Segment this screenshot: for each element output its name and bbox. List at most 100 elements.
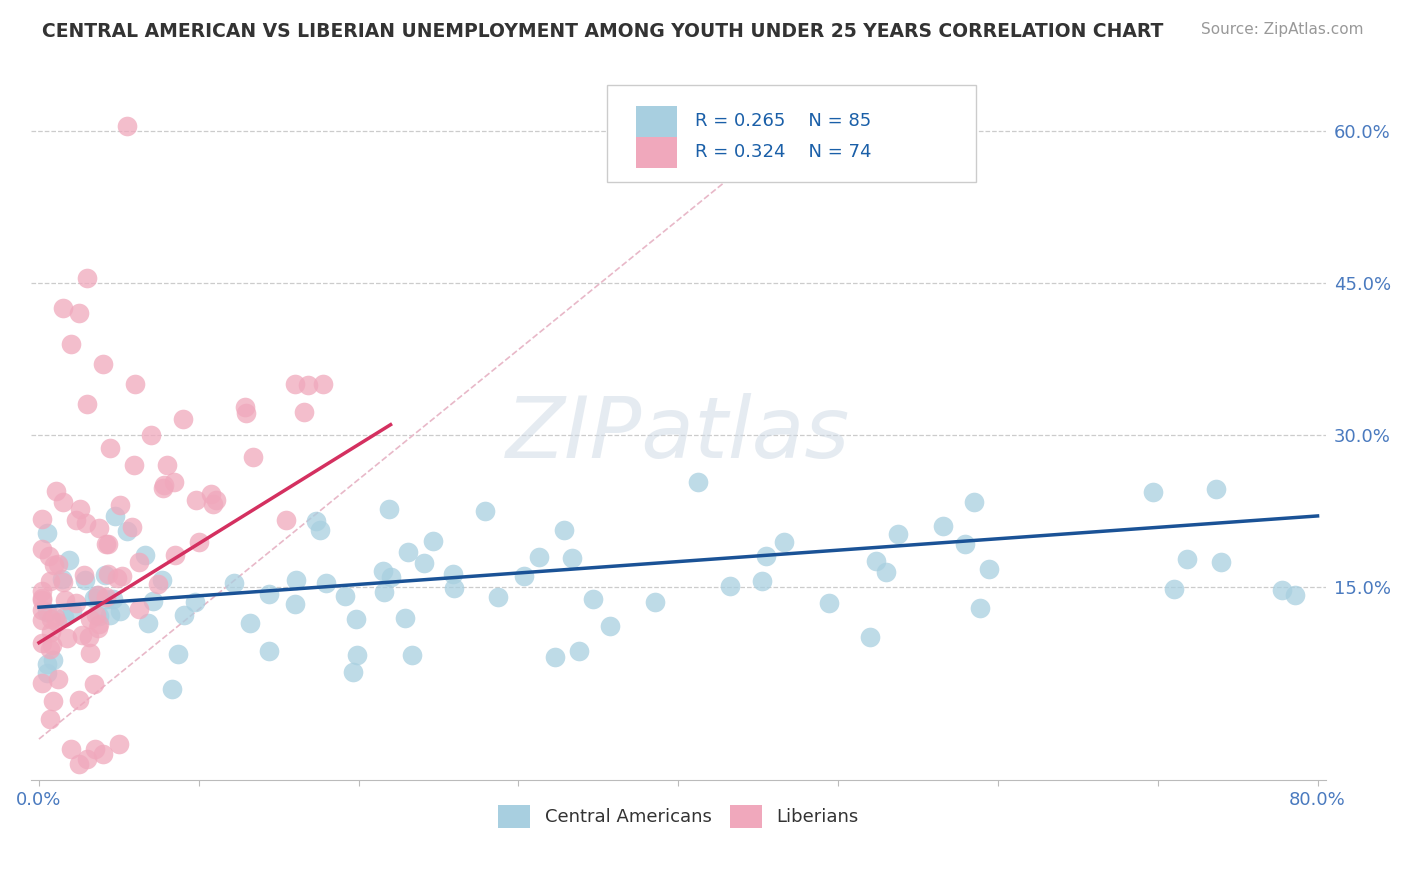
- Point: [39, 642, 62, 657]
- Point: [394, 611, 416, 625]
- Point: [875, 566, 897, 580]
- Point: [284, 377, 307, 392]
- Point: [84, 608, 107, 623]
- Point: [45, 615, 67, 630]
- Point: [688, 475, 710, 489]
- Point: [83, 742, 105, 756]
- Point: [83, 676, 105, 690]
- Point: [31, 675, 53, 690]
- Point: [342, 665, 364, 679]
- Point: [60, 603, 83, 617]
- Point: [39, 624, 62, 639]
- Point: [97, 537, 120, 551]
- Point: [98, 608, 121, 623]
- FancyBboxPatch shape: [607, 85, 976, 182]
- Point: [242, 450, 264, 464]
- Point: [544, 649, 567, 664]
- Point: [186, 493, 208, 508]
- Point: [77, 630, 100, 644]
- Point: [257, 587, 280, 601]
- Point: [91, 357, 114, 371]
- Point: [297, 378, 319, 392]
- Point: [111, 569, 134, 583]
- Point: [52, 575, 75, 590]
- Point: [1284, 588, 1306, 602]
- Point: [561, 551, 583, 566]
- Point: [79, 646, 101, 660]
- Point: [333, 589, 356, 603]
- Point: [380, 570, 402, 584]
- Point: [87, 621, 110, 635]
- Point: [41, 638, 63, 652]
- Point: [953, 537, 976, 551]
- Point: [97, 567, 120, 582]
- Point: [86, 588, 108, 602]
- Point: [152, 481, 174, 495]
- Point: [39, 612, 62, 626]
- Point: [59, 742, 82, 756]
- Point: [101, 591, 124, 606]
- Point: [305, 514, 328, 528]
- Point: [205, 492, 228, 507]
- Point: [373, 585, 395, 599]
- Point: [1271, 582, 1294, 597]
- Point: [76, 270, 98, 285]
- Point: [134, 548, 156, 562]
- Point: [38, 574, 60, 589]
- Point: [751, 574, 773, 589]
- Point: [284, 597, 307, 611]
- Point: [599, 618, 621, 632]
- Point: [963, 495, 986, 509]
- Point: [308, 524, 330, 538]
- Point: [108, 498, 131, 512]
- Point: [31, 593, 53, 607]
- Point: [128, 555, 150, 569]
- Point: [859, 631, 882, 645]
- Point: [156, 458, 179, 473]
- Point: [1205, 482, 1227, 496]
- Point: [1142, 484, 1164, 499]
- Point: [67, 757, 90, 772]
- Point: [41, 653, 63, 667]
- Point: [94, 592, 117, 607]
- Point: [977, 561, 1000, 575]
- Point: [76, 752, 98, 766]
- FancyBboxPatch shape: [636, 137, 676, 168]
- Point: [259, 644, 281, 658]
- Point: [35, 657, 58, 671]
- Point: [31, 636, 53, 650]
- Point: [142, 594, 165, 608]
- Point: [59, 336, 82, 351]
- Point: [1163, 582, 1185, 597]
- Point: [163, 475, 186, 489]
- Point: [53, 609, 76, 624]
- Point: [122, 458, 145, 473]
- Point: [51, 572, 73, 586]
- Point: [87, 521, 110, 535]
- Point: [52, 495, 75, 509]
- Text: R = 0.324    N = 74: R = 0.324 N = 74: [695, 144, 872, 161]
- Point: [773, 535, 796, 549]
- Point: [371, 565, 394, 579]
- Point: [35, 526, 58, 541]
- Point: [79, 612, 101, 626]
- Point: [53, 592, 76, 607]
- Point: [94, 537, 117, 551]
- Point: [441, 566, 464, 581]
- Point: [45, 483, 67, 498]
- Point: [1177, 552, 1199, 566]
- Point: [568, 644, 591, 658]
- Point: [582, 591, 605, 606]
- Point: [56, 631, 79, 645]
- Point: [969, 601, 991, 615]
- Point: [87, 589, 110, 603]
- Point: [312, 377, 335, 392]
- Point: [378, 502, 401, 516]
- Text: CENTRAL AMERICAN VS LIBERIAN UNEMPLOYMENT AMONG YOUTH UNDER 25 YEARS CORRELATION: CENTRAL AMERICAN VS LIBERIAN UNEMPLOYMEN…: [42, 22, 1164, 41]
- Point: [136, 615, 159, 630]
- Point: [202, 497, 225, 511]
- Point: [163, 548, 186, 562]
- Point: [46, 672, 69, 686]
- Point: [150, 573, 173, 587]
- Point: [73, 573, 96, 587]
